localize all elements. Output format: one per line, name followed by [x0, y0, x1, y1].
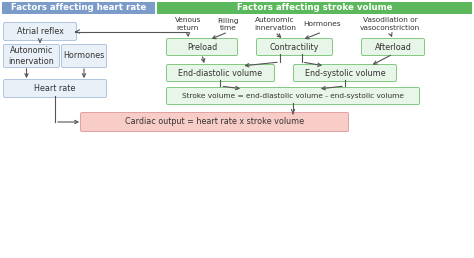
Text: Autonomic
innervation: Autonomic innervation: [254, 18, 296, 30]
FancyBboxPatch shape: [293, 64, 396, 82]
Text: Venous
return: Venous return: [175, 18, 201, 30]
FancyBboxPatch shape: [2, 2, 155, 14]
FancyBboxPatch shape: [3, 22, 76, 41]
Text: Atrial reflex: Atrial reflex: [17, 27, 64, 36]
Text: Cardiac output = heart rate x stroke volume: Cardiac output = heart rate x stroke vol…: [125, 117, 304, 126]
Text: End-systolic volume: End-systolic volume: [305, 69, 385, 77]
Text: Heart rate: Heart rate: [34, 84, 76, 93]
Text: Filling
time: Filling time: [217, 18, 239, 30]
FancyBboxPatch shape: [3, 44, 60, 68]
Text: Vasodilation or
vasoconstriction: Vasodilation or vasoconstriction: [360, 18, 420, 30]
FancyBboxPatch shape: [256, 38, 332, 55]
FancyBboxPatch shape: [166, 38, 237, 55]
FancyBboxPatch shape: [166, 87, 419, 104]
Text: Factors affecting heart rate: Factors affecting heart rate: [11, 4, 146, 12]
Text: Autonomic
innervation: Autonomic innervation: [9, 46, 55, 66]
FancyBboxPatch shape: [362, 38, 425, 55]
FancyBboxPatch shape: [166, 64, 274, 82]
Text: Contractility: Contractility: [270, 43, 319, 52]
Text: Hormones: Hormones: [303, 21, 341, 27]
FancyBboxPatch shape: [157, 2, 472, 14]
Text: Factors affecting stroke volume: Factors affecting stroke volume: [237, 4, 392, 12]
FancyBboxPatch shape: [81, 112, 348, 132]
FancyBboxPatch shape: [3, 79, 107, 98]
Text: Stroke volume = end-diastolic volume - end-systolic volume: Stroke volume = end-diastolic volume - e…: [182, 93, 404, 99]
Text: Hormones: Hormones: [64, 52, 105, 60]
Text: End-diastolic volume: End-diastolic volume: [178, 69, 263, 77]
Text: Preload: Preload: [187, 43, 217, 52]
FancyBboxPatch shape: [62, 44, 107, 68]
Text: Afterload: Afterload: [374, 43, 411, 52]
